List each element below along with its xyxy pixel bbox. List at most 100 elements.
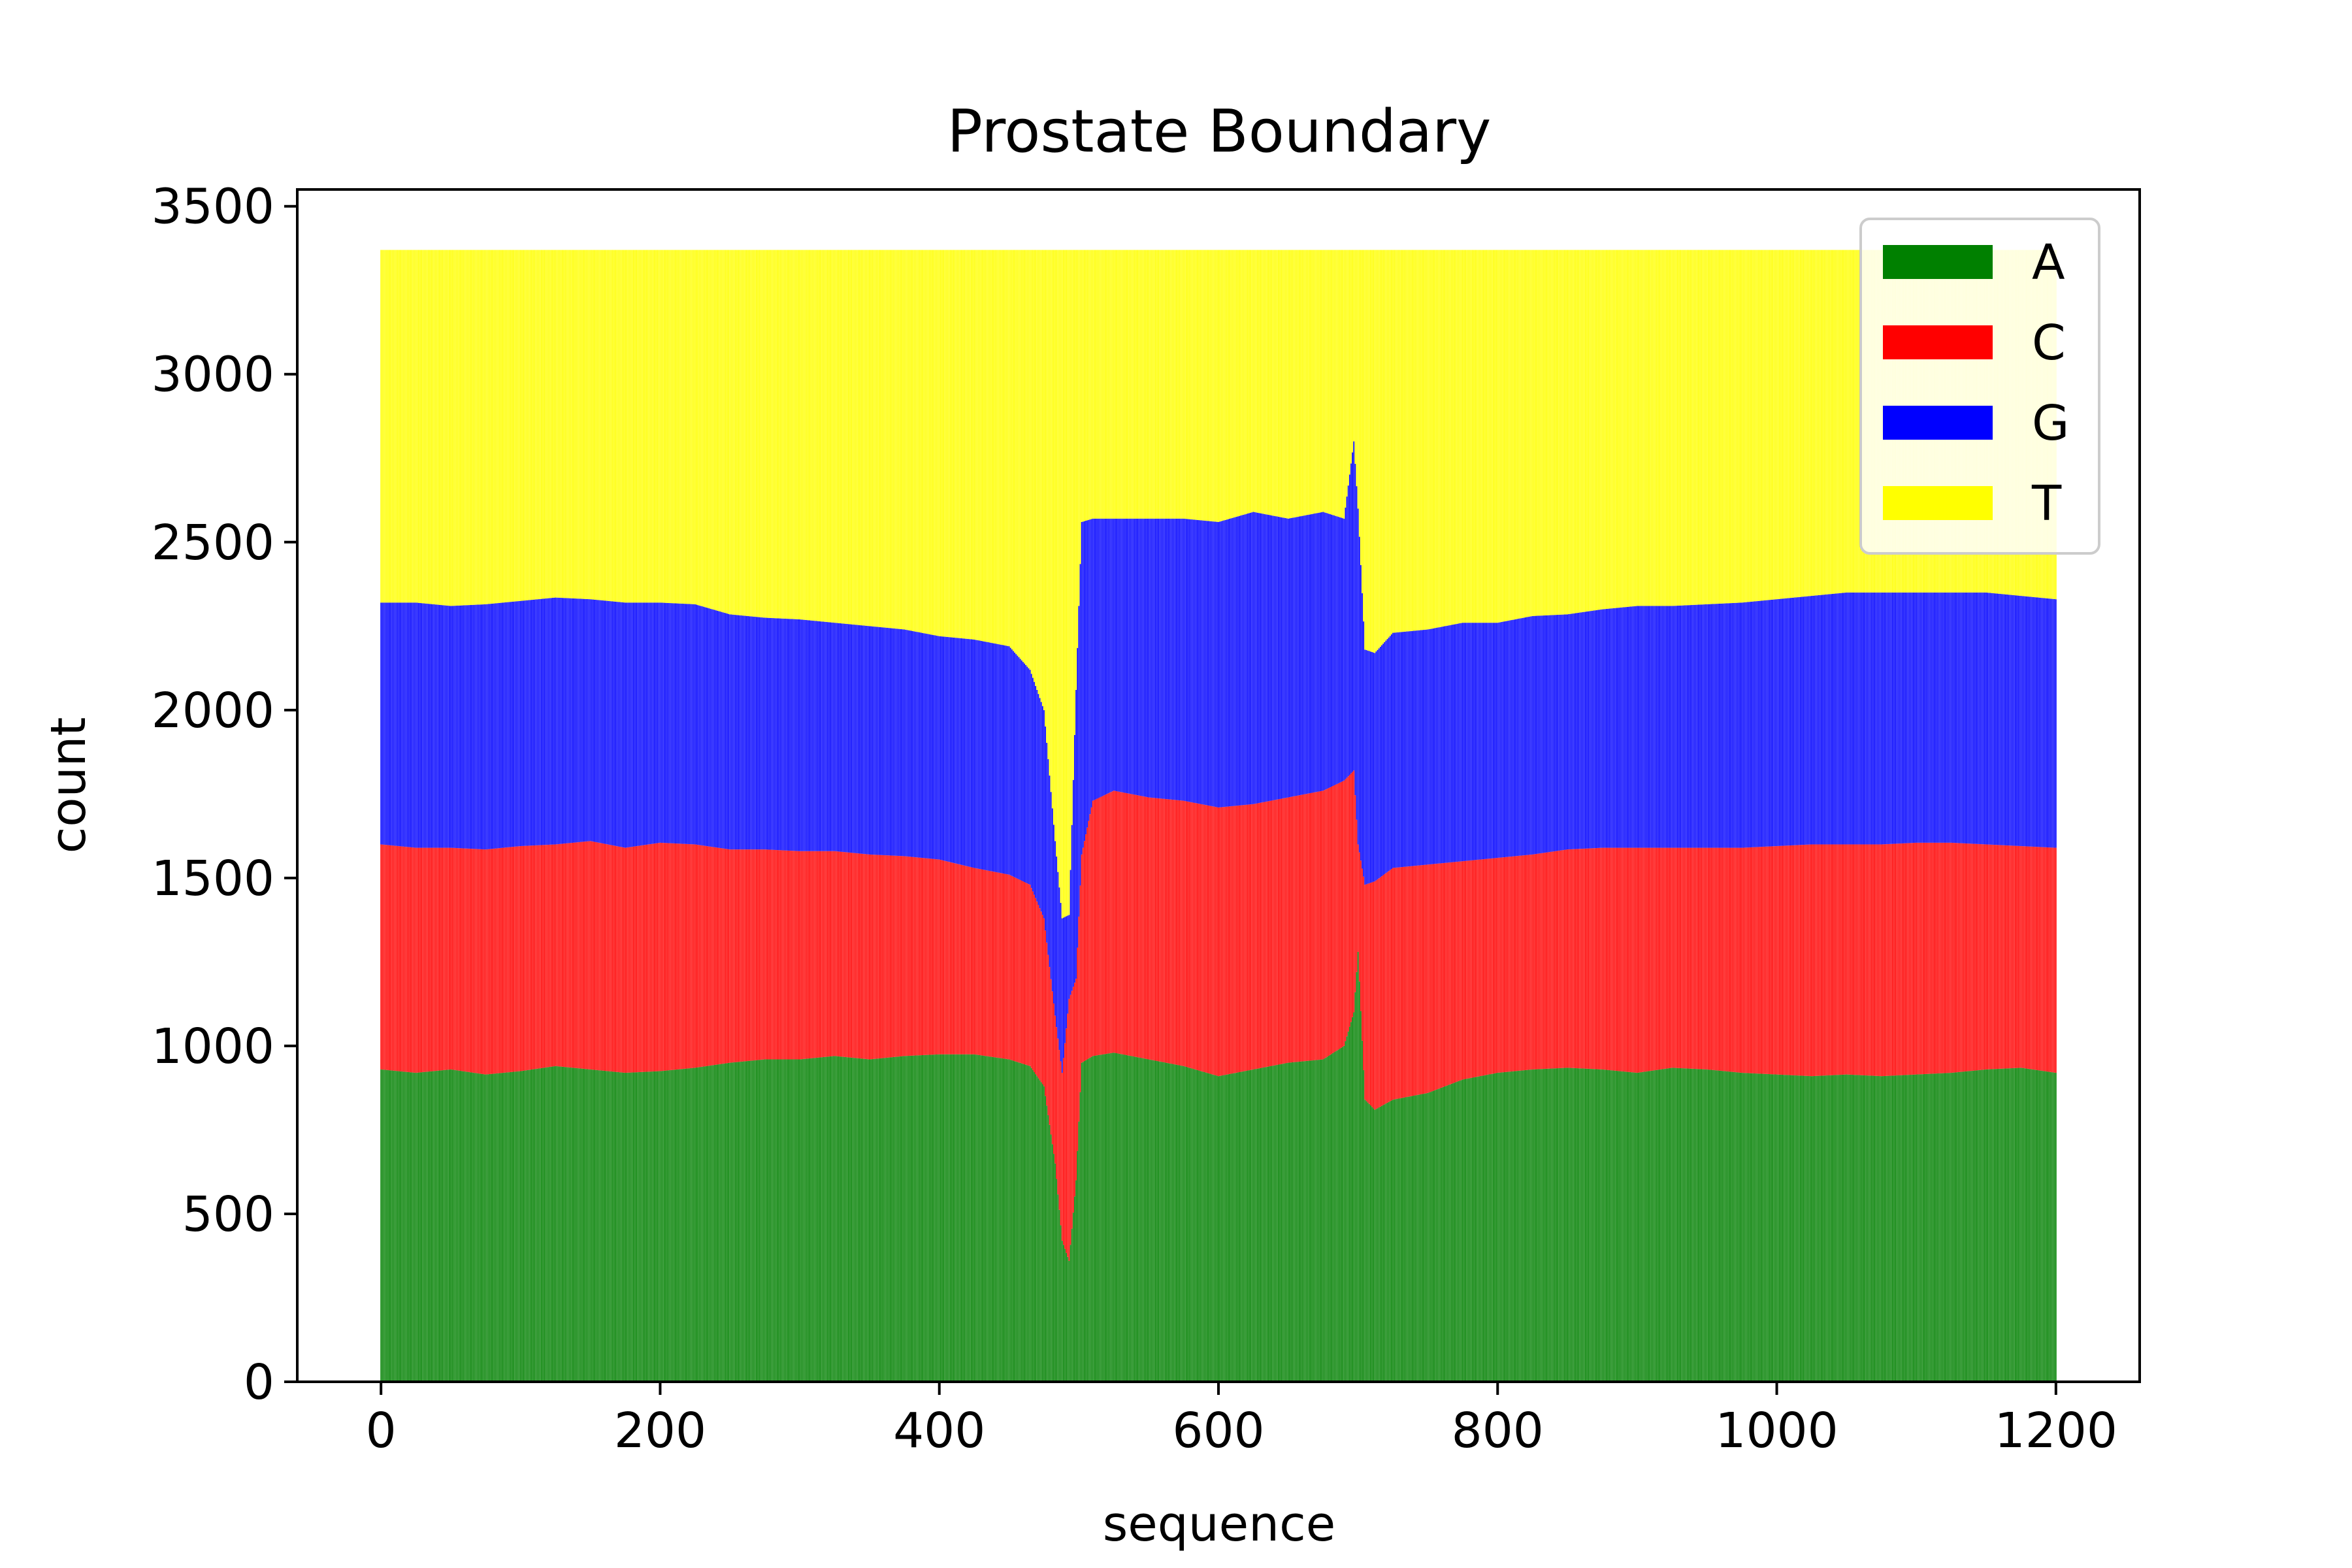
bar-A-913 (1654, 1070, 1656, 1382)
bar-A-1078 (1885, 1075, 1887, 1382)
bar-A-508 (1089, 1057, 1091, 1382)
bar-G-1010 (1790, 598, 1791, 846)
bar-G-221 (689, 604, 691, 845)
bar-T-1043 (1836, 250, 1838, 594)
bar-T-367 (892, 250, 894, 629)
bar-G-9 (393, 602, 395, 846)
bar-C-883 (1612, 847, 1614, 1071)
bar-A-1070 (1874, 1075, 1875, 1382)
bar-C-615 (1239, 805, 1240, 1073)
bar-A-598 (1215, 1075, 1217, 1382)
bar-A-81 (493, 1073, 495, 1382)
bar-A-1194 (2047, 1071, 2048, 1382)
bar-G-753 (1431, 629, 1433, 864)
bar-A-722 (1388, 1102, 1390, 1382)
bar-T-17 (404, 250, 406, 603)
bar-T-60 (464, 250, 466, 606)
bar-G-817 (1520, 618, 1522, 856)
bar-G-867 (1590, 611, 1592, 849)
bar-G-0 (380, 602, 382, 845)
bar-A-482 (1053, 1154, 1054, 1382)
bar-A-559 (1160, 1062, 1162, 1382)
bar-A-199 (658, 1071, 660, 1382)
bar-A-1052 (1848, 1074, 1850, 1382)
bar-T-1018 (1801, 250, 1803, 597)
bar-G-844 (1558, 614, 1560, 851)
bar-C-963 (1724, 847, 1726, 1071)
bar-T-790 (1483, 250, 1484, 623)
bar-A-799 (1495, 1073, 1497, 1382)
bar-T-403 (943, 250, 944, 637)
bar-C-1134 (1963, 843, 1965, 1072)
bar-G-49 (449, 606, 450, 848)
bar-A-1023 (1808, 1075, 1810, 1382)
bar-T-810 (1511, 250, 1512, 621)
bar-A-1104 (1921, 1074, 1923, 1382)
bar-C-701 (1358, 852, 1360, 982)
bar-A-296 (793, 1059, 795, 1382)
bar-C-329 (840, 851, 841, 1057)
bar-G-334 (846, 624, 848, 853)
bar-C-1166 (2008, 845, 2010, 1069)
bar-A-1079 (1886, 1075, 1888, 1382)
bar-C-1159 (1998, 845, 2000, 1069)
bar-C-1150 (1985, 844, 1987, 1070)
bar-G-1095 (1908, 592, 1910, 843)
bar-G-300 (799, 619, 800, 851)
bar-G-1022 (1806, 596, 1808, 845)
bar-G-1150 (1985, 592, 1987, 845)
bar-C-978 (1745, 847, 1747, 1073)
bar-C-871 (1596, 848, 1597, 1070)
bar-A-928 (1675, 1068, 1677, 1382)
bar-T-5 (387, 250, 389, 603)
bar-G-956 (1714, 604, 1716, 848)
x-tick-label: 400 (893, 1403, 985, 1459)
bar-G-63 (468, 605, 470, 849)
bar-T-1045 (1838, 250, 1840, 593)
bar-C-1144 (1977, 843, 1979, 1071)
bar-C-454 (1014, 877, 1015, 1062)
bar-G-1118 (1940, 592, 1942, 843)
bar-G-333 (845, 623, 847, 853)
bar-A-1076 (1882, 1076, 1884, 1382)
bar-T-422 (969, 250, 971, 640)
bar-C-429 (979, 869, 981, 1056)
bar-A-638 (1271, 1066, 1273, 1382)
bar-C-865 (1588, 848, 1589, 1069)
bar-A-963 (1724, 1071, 1726, 1382)
bar-T-240 (715, 250, 717, 611)
bar-T-256 (738, 250, 739, 615)
bar-G-1006 (1784, 598, 1786, 846)
bar-G-51 (451, 606, 453, 848)
bar-G-318 (824, 621, 826, 851)
bar-A-864 (1586, 1068, 1588, 1382)
bar-C-493 (1068, 998, 1070, 1261)
bar-C-190 (645, 844, 647, 1072)
bar-A-636 (1268, 1066, 1269, 1382)
bar-T-745 (1420, 250, 1422, 630)
bar-T-906 (1644, 250, 1646, 606)
bar-A-829 (1537, 1069, 1539, 1382)
bar-G-1128 (1955, 592, 1956, 843)
bar-A-1011 (1791, 1075, 1793, 1382)
bar-A-443 (998, 1058, 1000, 1382)
bar-T-609 (1230, 250, 1232, 519)
x-tick-label: 800 (1452, 1403, 1544, 1459)
bar-A-1114 (1935, 1073, 1936, 1382)
bar-C-419 (965, 866, 967, 1054)
bar-G-76 (486, 604, 488, 849)
bar-A-717 (1381, 1105, 1382, 1382)
bar-A-1018 (1801, 1075, 1803, 1382)
bar-T-276 (765, 250, 767, 618)
bar-G-549 (1147, 518, 1148, 798)
bar-A-926 (1673, 1068, 1674, 1382)
bar-G-208 (670, 603, 672, 843)
bar-C-384 (916, 857, 918, 1056)
bar-A-1178 (2024, 1068, 2026, 1382)
bar-T-351 (870, 250, 872, 627)
bar-T-444 (1000, 250, 1002, 645)
bar-G-312 (815, 621, 817, 851)
bar-A-857 (1576, 1068, 1578, 1382)
bar-C-1030 (1818, 844, 1820, 1076)
bar-A-924 (1670, 1068, 1672, 1382)
